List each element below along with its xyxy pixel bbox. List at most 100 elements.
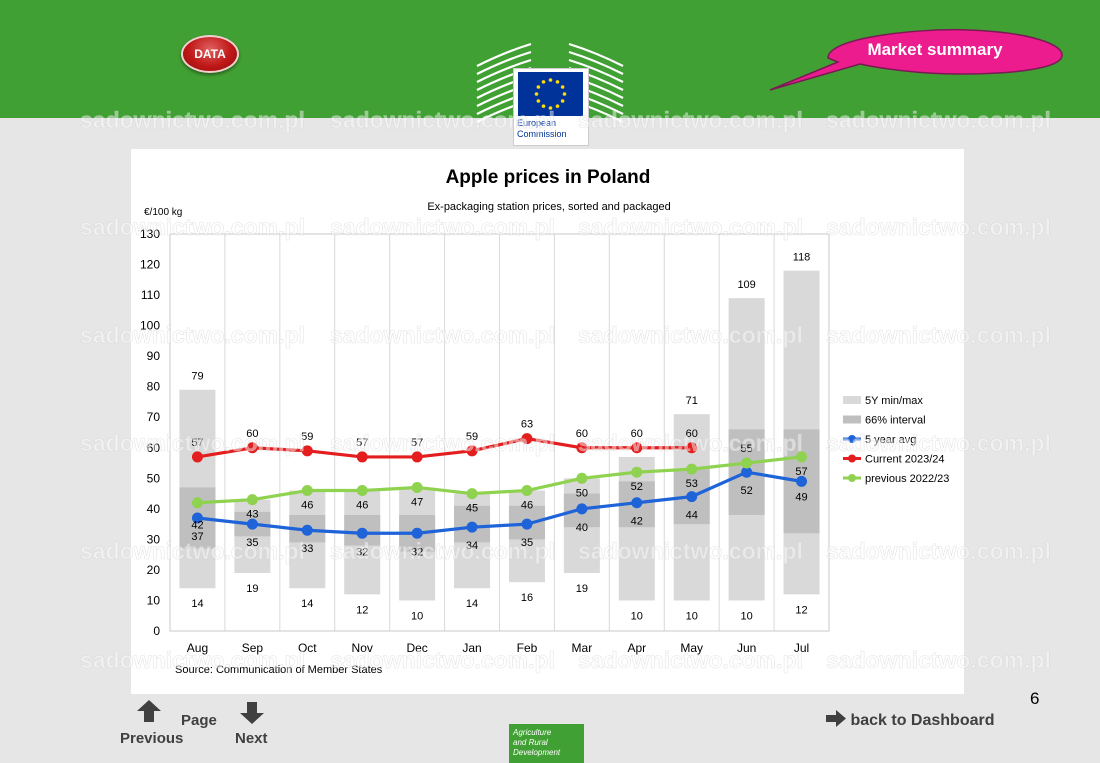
ec-name-line2: Commission — [517, 129, 567, 139]
next-page-button[interactable]: Next — [233, 700, 273, 750]
legend-label: previous 2022/23 — [865, 473, 949, 485]
data-label: 55 — [741, 443, 753, 455]
eu-star-icon — [536, 85, 541, 89]
series-point — [301, 445, 313, 457]
eu-flag-icon — [518, 72, 583, 116]
series-point — [576, 472, 588, 484]
page-number: 6 — [1030, 689, 1040, 708]
series-point — [356, 485, 368, 497]
eu-star-icon — [548, 106, 553, 110]
y-tick-label: 100 — [140, 319, 160, 333]
data-label: 46 — [356, 500, 368, 512]
chart-subtitle: Ex-packaging station prices, sorted and … — [427, 201, 670, 213]
series-point — [686, 491, 698, 503]
series-point — [466, 521, 478, 533]
data-label: 14 — [191, 598, 203, 610]
series-point — [411, 481, 423, 493]
y-tick-label: 80 — [147, 380, 161, 394]
eu-star-icon — [562, 92, 567, 96]
data-label: 35 — [246, 537, 258, 549]
range-bar — [618, 456, 655, 601]
legend-swatch — [843, 415, 861, 424]
series-point — [411, 527, 423, 539]
legend-label: 5Y min/max — [865, 395, 923, 407]
data-label: 60 — [576, 428, 588, 440]
eu-star-icon — [534, 92, 539, 96]
back-to-dashboard-link[interactable]: back to Dashboard — [826, 710, 994, 730]
data-label: 19 — [246, 583, 258, 595]
series-point — [521, 485, 533, 497]
series-point — [686, 442, 698, 454]
previous-label: Previous — [120, 730, 184, 747]
dg-line2: and Rural — [513, 738, 548, 747]
back-to-dashboard-label: back to Dashboard — [850, 712, 995, 729]
x-tick-label: Nov — [352, 641, 373, 655]
market-summary-bubble[interactable] — [768, 28, 1068, 98]
data-label: 37 — [191, 531, 203, 543]
y-tick-label: 20 — [147, 563, 161, 577]
data-label: 53 — [686, 478, 698, 490]
data-label: 63 — [521, 419, 533, 431]
y-tick-label: 70 — [147, 410, 161, 424]
arrow-up-icon — [137, 700, 161, 722]
series-point — [356, 451, 368, 463]
y-tick-label: 0 — [153, 624, 160, 638]
eu-star-icon — [548, 78, 553, 82]
eu-star-icon — [541, 80, 546, 84]
eu-star-icon — [560, 99, 565, 103]
data-label: 57 — [795, 466, 807, 478]
data-label: 52 — [741, 485, 753, 497]
series-point — [301, 485, 313, 497]
data-label: 59 — [301, 431, 313, 443]
dg-line3: Development — [513, 748, 561, 757]
series-point — [246, 494, 258, 506]
y-tick-label: 40 — [147, 502, 161, 516]
data-button[interactable]: DATA — [181, 35, 239, 73]
data-label: 35 — [521, 537, 533, 549]
market-summary-label[interactable]: Market summary — [867, 40, 1003, 59]
data-label: 52 — [631, 481, 643, 493]
previous-page-button[interactable]: Previous — [120, 700, 184, 750]
series-point — [246, 442, 258, 454]
data-label: 71 — [686, 395, 698, 407]
eu-star-icon — [555, 80, 560, 84]
data-label: 57 — [356, 437, 368, 449]
plot-area — [169, 233, 830, 632]
legend-swatch — [843, 396, 861, 404]
data-label: 43 — [246, 509, 258, 521]
eu-star-icon — [560, 85, 565, 89]
data-label: 14 — [466, 598, 478, 610]
x-tick-label: Jun — [737, 641, 756, 655]
y-tick-label: 10 — [147, 593, 161, 607]
y-tick-label: 130 — [140, 227, 160, 241]
x-tick-label: Dec — [406, 641, 427, 655]
series-line — [197, 470, 802, 535]
data-label: 50 — [576, 487, 588, 499]
eu-star-icon — [541, 104, 546, 108]
series-point — [521, 433, 533, 445]
y-tick-label: 90 — [147, 349, 161, 363]
series-point — [191, 497, 203, 509]
data-label: 10 — [631, 610, 643, 622]
data-label: 42 — [631, 516, 643, 528]
data-label: 57 — [411, 437, 423, 449]
ec-name: European Commission — [517, 118, 567, 140]
next-label: Next — [235, 730, 268, 747]
data-label: 79 — [191, 371, 203, 383]
chart-title: Apple prices in Poland — [446, 167, 651, 188]
dg-agri-logo: Agriculture and Rural Development — [509, 724, 584, 763]
x-tick-label: Jul — [794, 641, 809, 655]
x-tick-label: Jan — [462, 641, 481, 655]
series-point — [191, 451, 203, 463]
series-point — [466, 445, 478, 457]
ec-logo: European Commission — [513, 68, 589, 146]
series-point — [741, 457, 753, 469]
legend-marker — [848, 435, 856, 443]
y-tick-label: 110 — [141, 288, 160, 302]
series-point — [631, 497, 643, 509]
data-label: 10 — [686, 610, 698, 622]
x-tick-label: May — [680, 641, 703, 655]
data-label: 60 — [631, 428, 643, 440]
data-label: 60 — [246, 428, 258, 440]
data-label: 40 — [576, 522, 588, 534]
